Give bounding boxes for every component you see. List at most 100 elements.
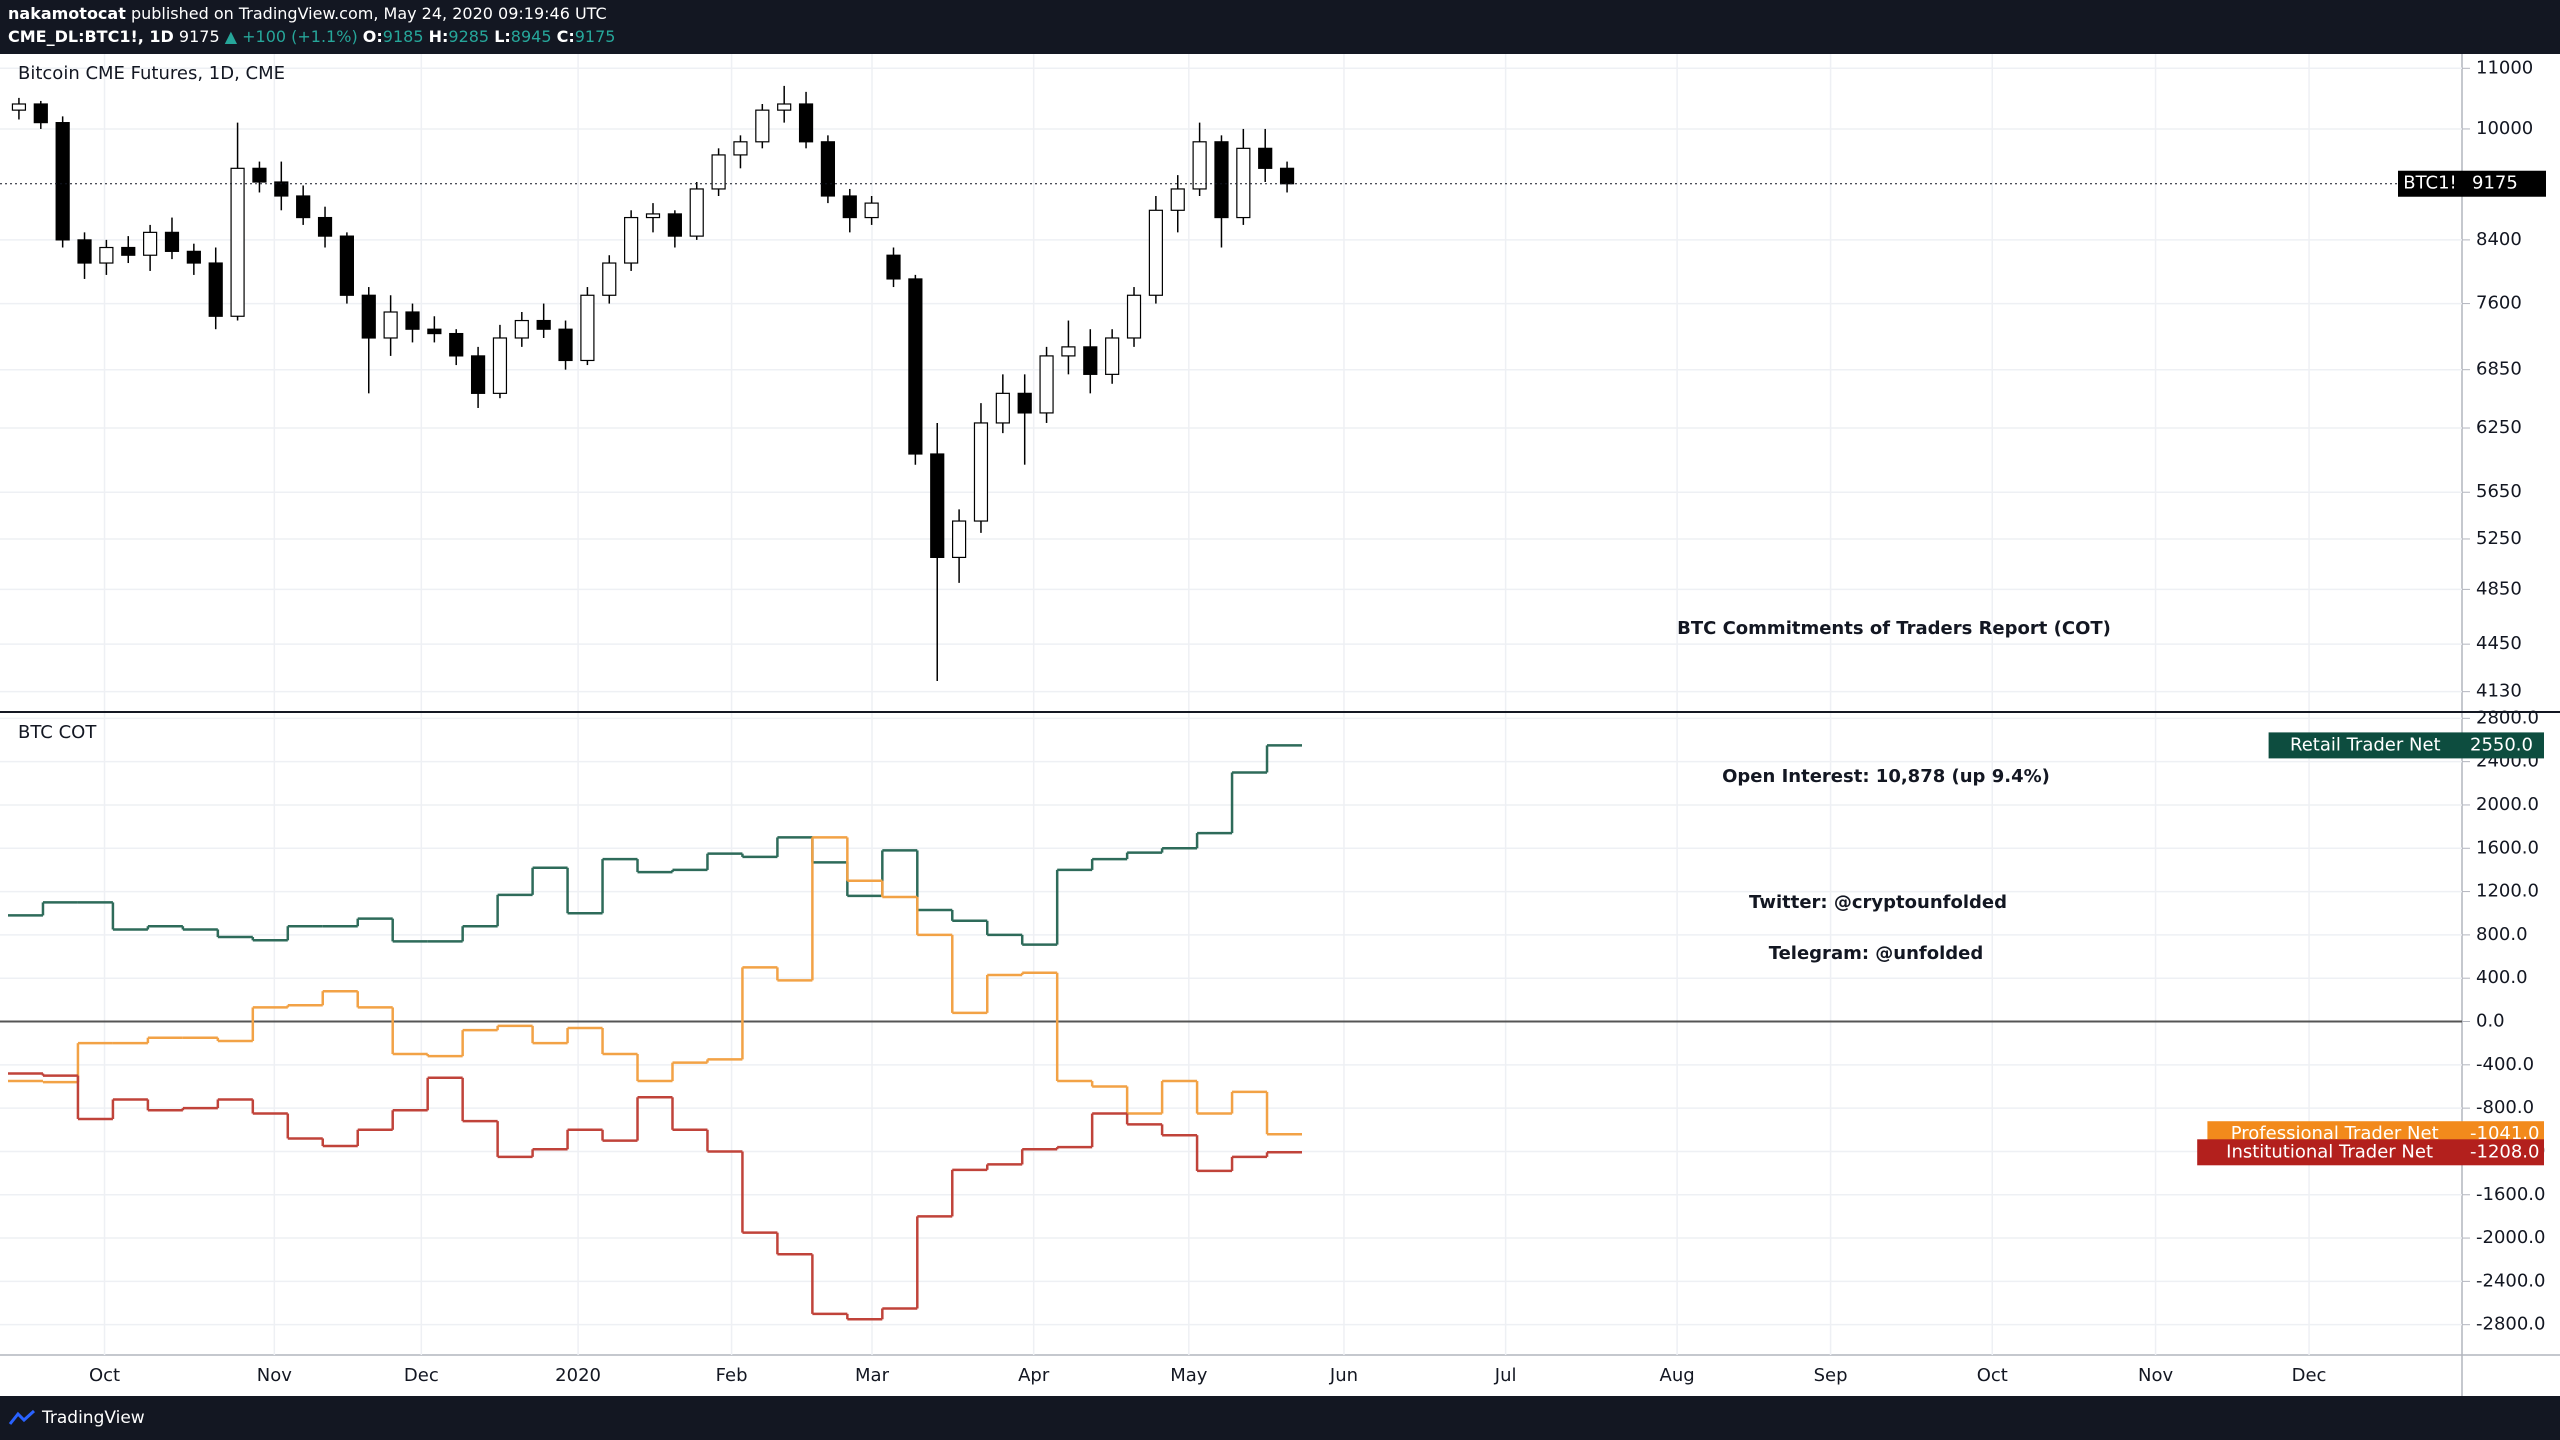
y-tick-label: 4850 [2476, 578, 2522, 599]
pane-title: BTC COT [18, 722, 97, 743]
symbol-line: CME_DL:BTC1!, 1D 9175 ▲ +100 (+1.1%) O:9… [8, 27, 615, 46]
candle-body [492, 337, 508, 394]
candle-body [536, 319, 551, 330]
candle-body [99, 246, 114, 264]
y-tick-label: 11000 [2476, 57, 2533, 78]
y-tick-label: 0.0 [2476, 1011, 2505, 1032]
x-tick-label: Mar [855, 1365, 890, 1386]
y-tick-label: -2800.0 [2476, 1314, 2545, 1335]
series-tag-value: 2550.0 [2470, 734, 2533, 755]
candle-body [143, 231, 158, 256]
candle-body [514, 319, 529, 339]
price-tag-value: 9175 [2472, 173, 2518, 194]
candle-body [1170, 188, 1185, 211]
x-tick-label: May [1170, 1365, 1208, 1386]
candle-body [645, 213, 661, 219]
candle-body [33, 103, 48, 124]
y-tick-label: 800.0 [2476, 924, 2528, 945]
price-tag-label-bg [2398, 170, 2462, 197]
published: published on TradingView.com, May 24, 20… [130, 4, 607, 23]
x-tick-label: Oct [89, 1365, 120, 1386]
y-tick-label: -2000.0 [2476, 1227, 2545, 1248]
candle-body [580, 294, 595, 362]
candle-body [886, 254, 901, 280]
candle-body [689, 188, 704, 237]
author[interactable]: nakamotocat [8, 4, 126, 23]
candle-body [230, 167, 245, 317]
y-tick-label: 4450 [2476, 633, 2522, 654]
candle-body [667, 213, 682, 237]
annotation: BTC Commitments of Traders Report (COT) [1677, 618, 2111, 639]
candle-body [1017, 392, 1032, 414]
y-tick-label: 6850 [2476, 359, 2522, 380]
candle-body [842, 195, 857, 219]
close: 9175 [574, 27, 616, 46]
annotation: Twitter: @cryptounfolded [1749, 892, 2007, 913]
y-tick-label: 5250 [2476, 528, 2522, 549]
candle-body [1083, 346, 1098, 375]
candle-body [798, 103, 814, 143]
series-tag-value: -1208.0 [2470, 1141, 2539, 1162]
y-tick-label: -2400.0 [2476, 1270, 2545, 1291]
candle-body [1148, 209, 1163, 296]
candle-body [11, 103, 27, 111]
y-tick-label: 1600.0 [2476, 837, 2539, 858]
candle-body [1126, 294, 1142, 339]
footer-bar: TradingView [0, 1396, 2560, 1440]
candle-body [427, 328, 442, 335]
candle-body [1258, 147, 1273, 169]
candle-body [55, 122, 70, 241]
x-tick-label: Dec [2292, 1365, 2327, 1386]
candle-body [1236, 147, 1251, 219]
publish-line: nakamotocat published on TradingView.com… [8, 4, 607, 23]
candle-body [274, 181, 289, 197]
candle-body [317, 216, 333, 237]
x-tick-label: Nov [2138, 1365, 2173, 1386]
candle-body [995, 392, 1010, 424]
candle-body [449, 332, 464, 357]
x-tick-label: Oct [1977, 1365, 2008, 1386]
y-tick-label: 4130 [2476, 681, 2522, 702]
low: 8945 [510, 27, 552, 46]
x-tick-label: Dec [404, 1365, 439, 1386]
x-tick-label: Aug [1660, 1365, 1695, 1386]
chart: Bitcoin CME Futures, 1D, CME BTC COT BTC… [0, 54, 2560, 1396]
candle-body [361, 294, 376, 339]
candle-body [602, 262, 617, 296]
candle-body [208, 262, 223, 317]
series-tag-value-bg [2462, 1139, 2544, 1166]
candle-body [121, 246, 136, 256]
candle-body [1279, 167, 1295, 185]
y-tick-label: -800.0 [2476, 1097, 2534, 1118]
x-tick-label: Feb [716, 1365, 748, 1386]
candle-body [952, 520, 967, 559]
candle-body [755, 109, 770, 143]
price-tag-value-bg [2462, 170, 2546, 197]
candle-body [973, 422, 989, 522]
high: 9285 [448, 27, 490, 46]
candle-body [1061, 346, 1076, 357]
y-tick-label: 10000 [2476, 118, 2533, 139]
candle-body [908, 278, 923, 455]
x-tick-label: Jul [1494, 1365, 1517, 1386]
high-label: H: [428, 27, 449, 46]
candle-body [1039, 355, 1054, 414]
candle-body [930, 453, 945, 559]
candle-body [777, 103, 792, 111]
x-tick-label: Sep [1814, 1365, 1848, 1386]
series-tag-value: -1041.0 [2470, 1123, 2539, 1144]
y-tick-label: 6250 [2476, 417, 2522, 438]
y-tick-label: 8400 [2476, 229, 2522, 250]
candle-body [820, 141, 836, 197]
series-tag-name: Professional Trader Net [2231, 1123, 2439, 1144]
series-tag-name-bg [2197, 1139, 2462, 1166]
brand[interactable]: TradingView [42, 1408, 145, 1428]
candle-body [558, 328, 573, 362]
annotation: Open Interest: 10,878 (up 9.4%) [1722, 766, 2050, 787]
series-tag-name: Retail Trader Net [2290, 734, 2441, 755]
x-tick-label: Nov [257, 1365, 292, 1386]
candle-body [470, 355, 486, 394]
candle-body [186, 250, 201, 264]
series-tag-name-bg [2268, 732, 2462, 759]
